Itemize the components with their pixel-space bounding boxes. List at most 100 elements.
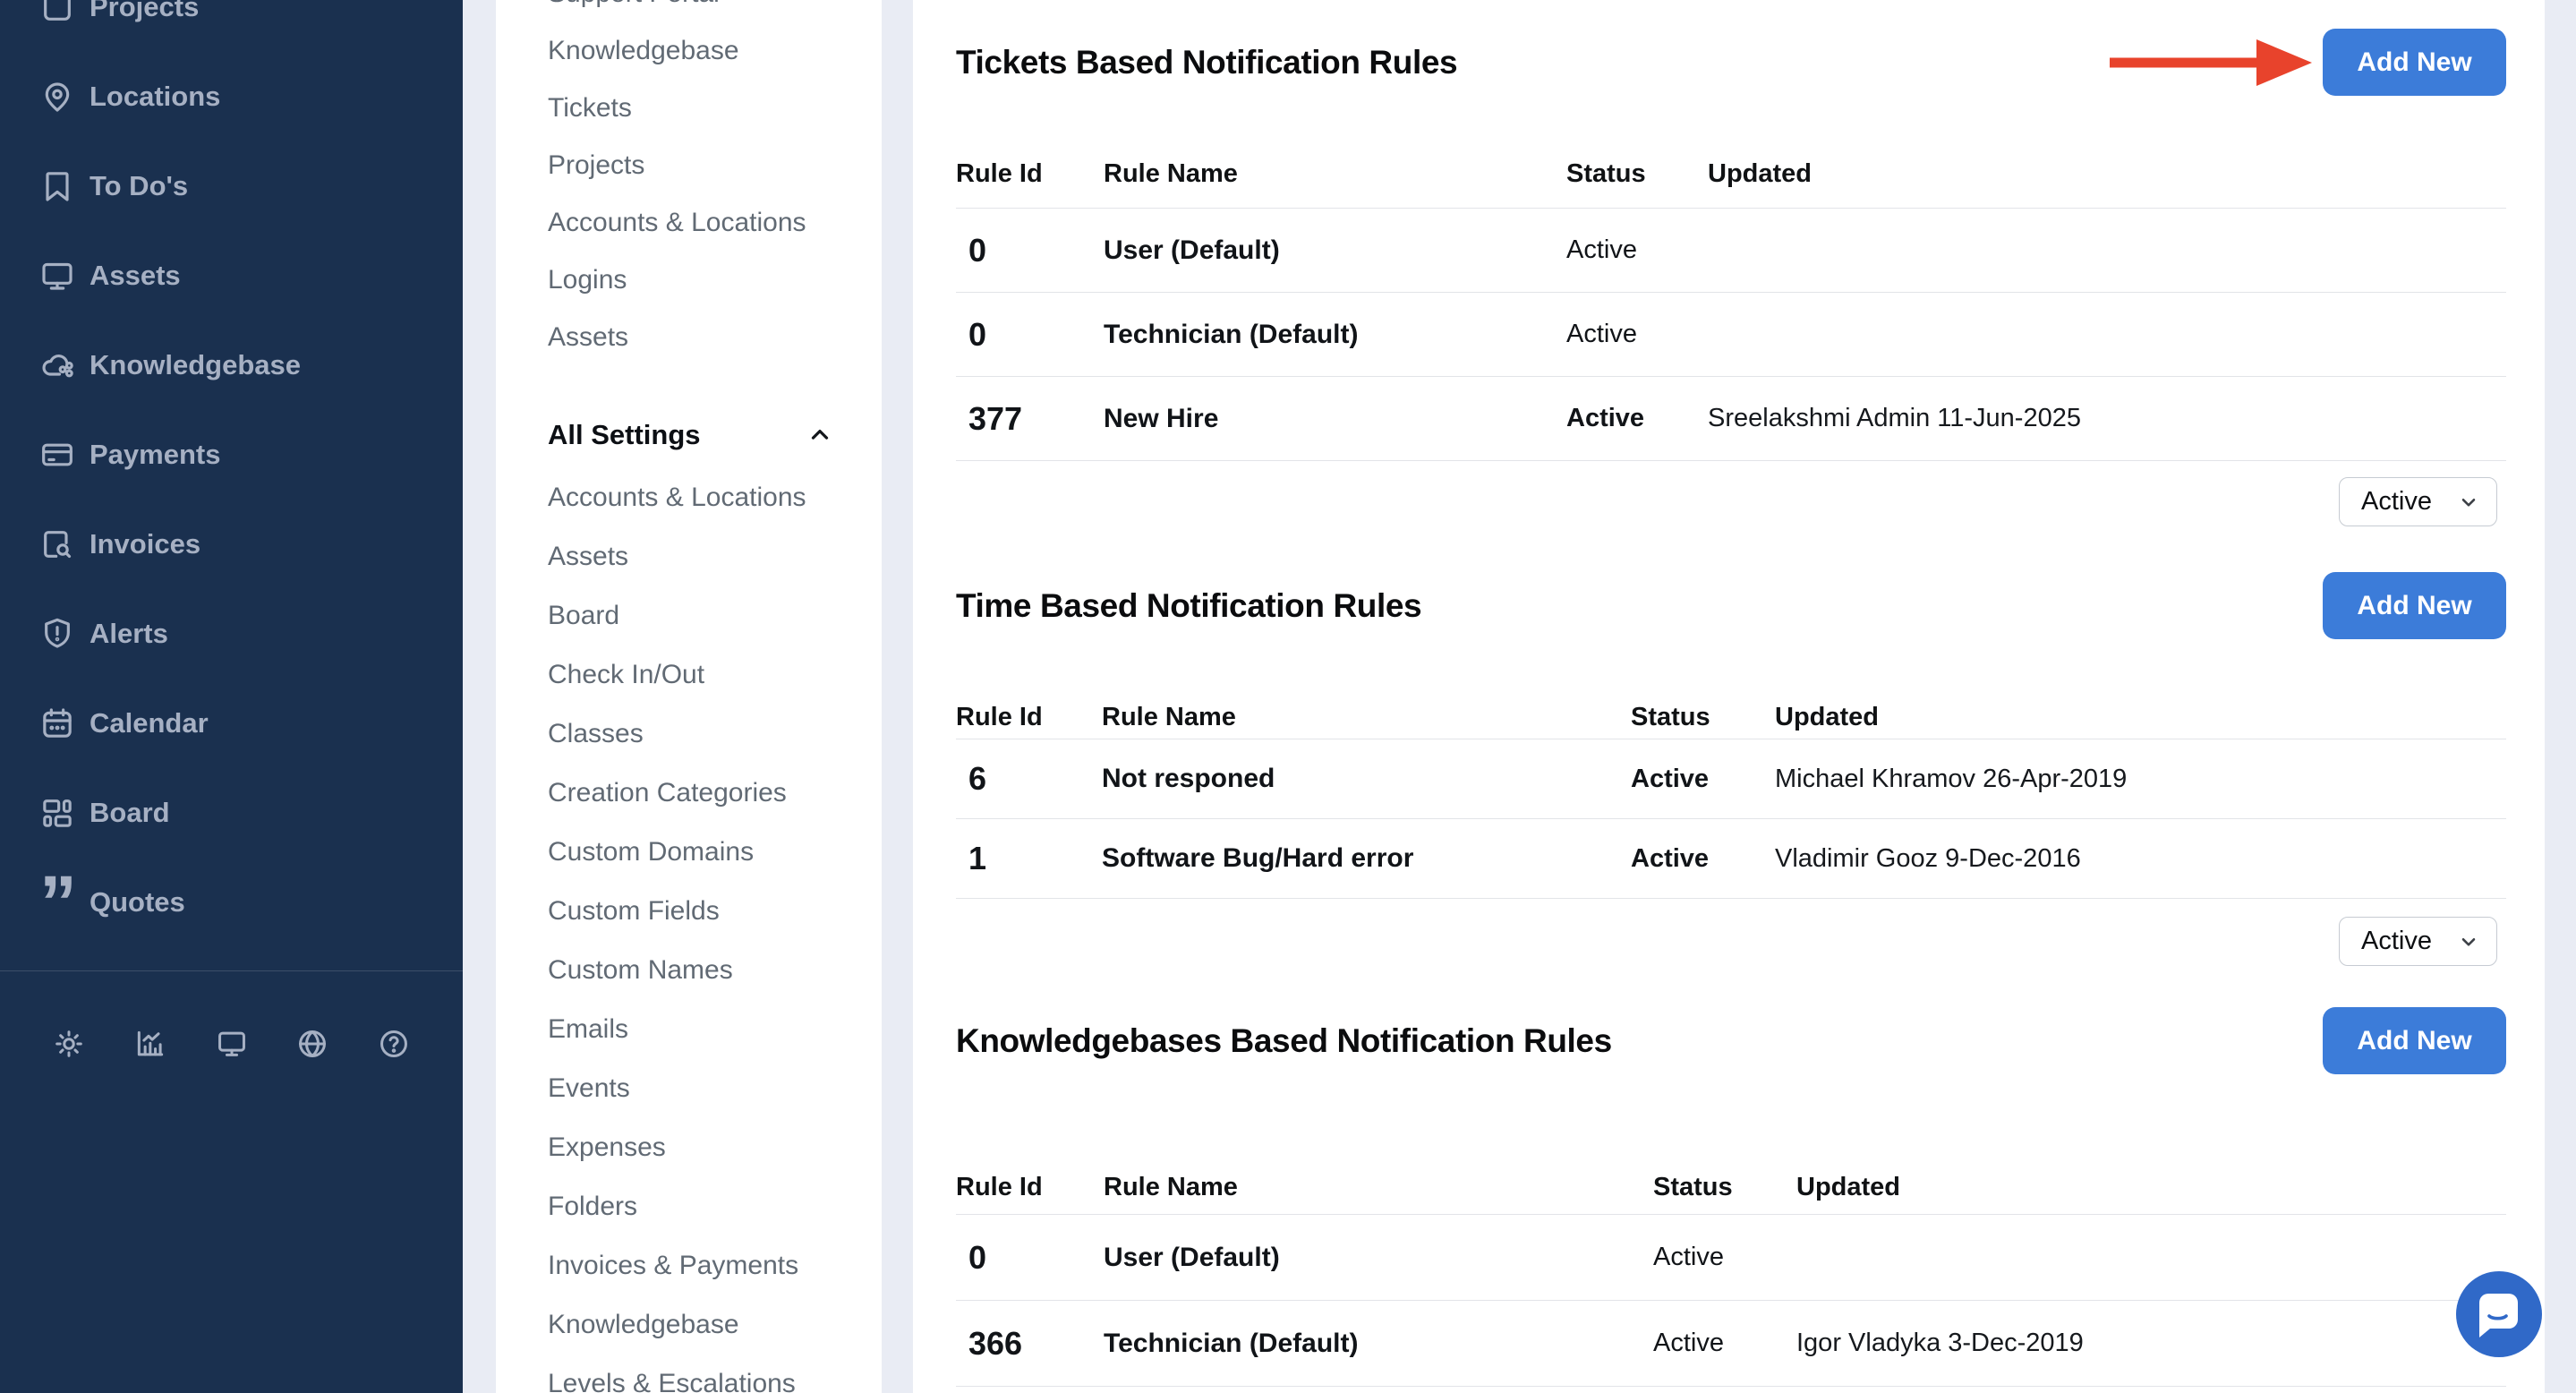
settings-nav-tickets[interactable]: Tickets — [548, 93, 632, 123]
settings-nav-accounts-locations[interactable]: Accounts & Locations — [548, 208, 806, 237]
rule-id: 377 — [968, 399, 1023, 437]
col-rule-name: Rule Name — [1104, 159, 1238, 188]
settings-item-check-in-out[interactable]: Check In/Out — [548, 660, 705, 689]
tickets-status-filter-select[interactable]: Active — [2339, 477, 2497, 526]
settings-nav-logins[interactable]: Logins — [548, 265, 627, 295]
sidebar-item-locations[interactable]: Locations — [0, 52, 463, 141]
settings-item-emails[interactable]: Emails — [548, 1014, 629, 1044]
col-updated: Updated — [1708, 159, 1812, 188]
sidebar-item-todos[interactable]: To Do's — [0, 141, 463, 231]
table-row[interactable]: 366 Technician (Default) Active Igor Vla… — [956, 1301, 2506, 1387]
add-new-time-rule-button[interactable]: Add New — [2323, 572, 2506, 639]
all-settings-toggle[interactable]: All Settings — [496, 406, 882, 464]
tickets-rules-section: Tickets Based Notification Rules Add New… — [956, 29, 2506, 526]
col-status: Status — [1631, 703, 1710, 731]
table-row[interactable]: 0 User (Default) Active — [956, 1215, 2506, 1301]
settings-item-expenses[interactable]: Expenses — [548, 1132, 666, 1162]
rule-status: Active — [1631, 843, 1710, 873]
settings-item-custom-names[interactable]: Custom Names — [548, 955, 733, 985]
rule-status: Active — [1631, 764, 1710, 793]
rule-status: Active — [1566, 404, 1645, 432]
chat-launcher-button[interactable] — [2456, 1271, 2542, 1357]
rule-name: Technician (Default) — [1104, 1328, 1359, 1358]
sidebar-item-label: Knowledgebase — [90, 349, 301, 380]
app-sidebar: Projects Locations To Do's Assets Knowle… — [0, 0, 463, 1393]
map-pin-icon — [39, 79, 75, 115]
col-status: Status — [1566, 159, 1646, 188]
table-row[interactable]: 377 New Hire Active Sreelakshmi Admin 11… — [956, 377, 2506, 461]
rule-status: Active — [1653, 1243, 1724, 1271]
settings-icon[interactable] — [52, 1027, 86, 1061]
chevron-down-icon — [2457, 930, 2480, 953]
settings-item-custom-fields[interactable]: Custom Fields — [548, 896, 720, 926]
rule-updated: Vladimir Gooz 9-Dec-2016 — [1775, 843, 2081, 873]
settings-item-events[interactable]: Events — [548, 1073, 630, 1103]
sidebar-item-invoices[interactable]: Invoices — [0, 500, 463, 589]
col-rule-name: Rule Name — [1102, 703, 1236, 731]
col-updated: Updated — [1796, 1172, 1900, 1201]
sidebar-item-label: Quotes — [90, 886, 185, 918]
settings-item-invoices-payments[interactable]: Invoices & Payments — [548, 1251, 799, 1280]
add-new-tickets-rule-button[interactable]: Add New — [2323, 29, 2506, 96]
settings-item-folders[interactable]: Folders — [548, 1192, 638, 1221]
table-header-row: Rule Id Rule Name Status Updated — [956, 696, 2506, 739]
add-new-knowledgebase-rule-button[interactable]: Add New — [2323, 1007, 2506, 1074]
monitor-icon[interactable] — [215, 1027, 249, 1061]
settings-item-board[interactable]: Board — [548, 601, 620, 630]
table-row[interactable]: 0 User (Default) Active — [956, 209, 2506, 293]
rule-updated: Sreelakshmi Admin 11-Jun-2025 — [1708, 404, 2081, 432]
col-rule-id: Rule Id — [956, 703, 1043, 731]
settings-item-accounts-locations[interactable]: Accounts & Locations — [548, 483, 806, 512]
credit-card-icon — [39, 437, 75, 473]
globe-icon[interactable] — [295, 1027, 329, 1061]
invoice-search-icon — [39, 526, 75, 562]
rule-id: 0 — [968, 231, 987, 269]
settings-item-classes[interactable]: Classes — [548, 719, 644, 748]
section-title-time: Time Based Notification Rules — [956, 586, 1422, 624]
rule-name: User (Default) — [1104, 235, 1280, 265]
table-header-row: Rule Id Rule Name Status Updated — [956, 141, 2506, 209]
rule-status: Active — [1566, 235, 1637, 264]
sidebar-item-label: Projects — [90, 0, 200, 22]
rule-name: Not responed — [1102, 764, 1275, 793]
all-settings-label: All Settings — [548, 419, 701, 450]
time-status-filter-select[interactable]: Active — [2339, 917, 2497, 966]
sidebar-item-calendar[interactable]: Calendar — [0, 679, 463, 768]
table-row[interactable]: 1 Software Bug/Hard error Active Vladimi… — [956, 819, 2506, 899]
sidebar-item-assets[interactable]: Assets — [0, 231, 463, 320]
sidebar-item-payments[interactable]: Payments — [0, 410, 463, 500]
help-icon[interactable] — [377, 1027, 411, 1061]
settings-item-levels-escalations[interactable]: Levels & Escalations — [548, 1369, 796, 1393]
sidebar-item-knowledgebase[interactable]: Knowledgebase — [0, 320, 463, 410]
settings-item-custom-domains[interactable]: Custom Domains — [548, 837, 755, 867]
sidebar-item-label: Alerts — [90, 618, 168, 649]
chevron-up-icon — [806, 422, 833, 449]
sidebar-item-board[interactable]: Board — [0, 768, 463, 858]
section-title-tickets: Tickets Based Notification Rules — [956, 43, 1458, 81]
col-rule-name: Rule Name — [1104, 1172, 1238, 1201]
chevron-down-icon — [2457, 491, 2480, 514]
sidebar-item-label: Invoices — [90, 528, 201, 560]
sidebar-item-quotes[interactable]: ” Quotes — [0, 858, 463, 947]
sidebar-item-label: Payments — [90, 439, 221, 470]
sidebar-item-label: Locations — [90, 81, 221, 112]
tickets-rules-table: Rule Id Rule Name Status Updated 0 User … — [956, 141, 2506, 461]
section-title-knowledgebases: Knowledgebases Based Notification Rules — [956, 1021, 1612, 1059]
sidebar-item-projects[interactable]: Projects — [0, 0, 463, 52]
settings-nav-projects[interactable]: Projects — [548, 150, 645, 180]
settings-nav-knowledgebase[interactable]: Knowledgebase — [548, 36, 739, 65]
table-row[interactable]: 6 Not responed Active Michael Khramov 26… — [956, 739, 2506, 819]
sidebar-item-label: Assets — [90, 260, 181, 291]
knowledgebases-rules-section: Knowledgebases Based Notification Rules … — [956, 1007, 2506, 1387]
analytics-icon[interactable] — [133, 1027, 167, 1061]
settings-item-knowledgebase[interactable]: Knowledgebase — [548, 1310, 739, 1339]
cloud-share-icon — [39, 347, 75, 383]
sidebar-item-alerts[interactable]: Alerts — [0, 589, 463, 679]
settings-item-creation-categories[interactable]: Creation Categories — [548, 778, 787, 808]
settings-nav-assets[interactable]: Assets — [548, 322, 629, 352]
settings-item-assets[interactable]: Assets — [548, 542, 629, 571]
shield-alert-icon — [39, 616, 75, 652]
col-updated: Updated — [1775, 703, 1879, 731]
table-row[interactable]: 0 Technician (Default) Active — [956, 293, 2506, 377]
settings-nav-support-portal[interactable]: Support Portal — [496, 0, 882, 22]
